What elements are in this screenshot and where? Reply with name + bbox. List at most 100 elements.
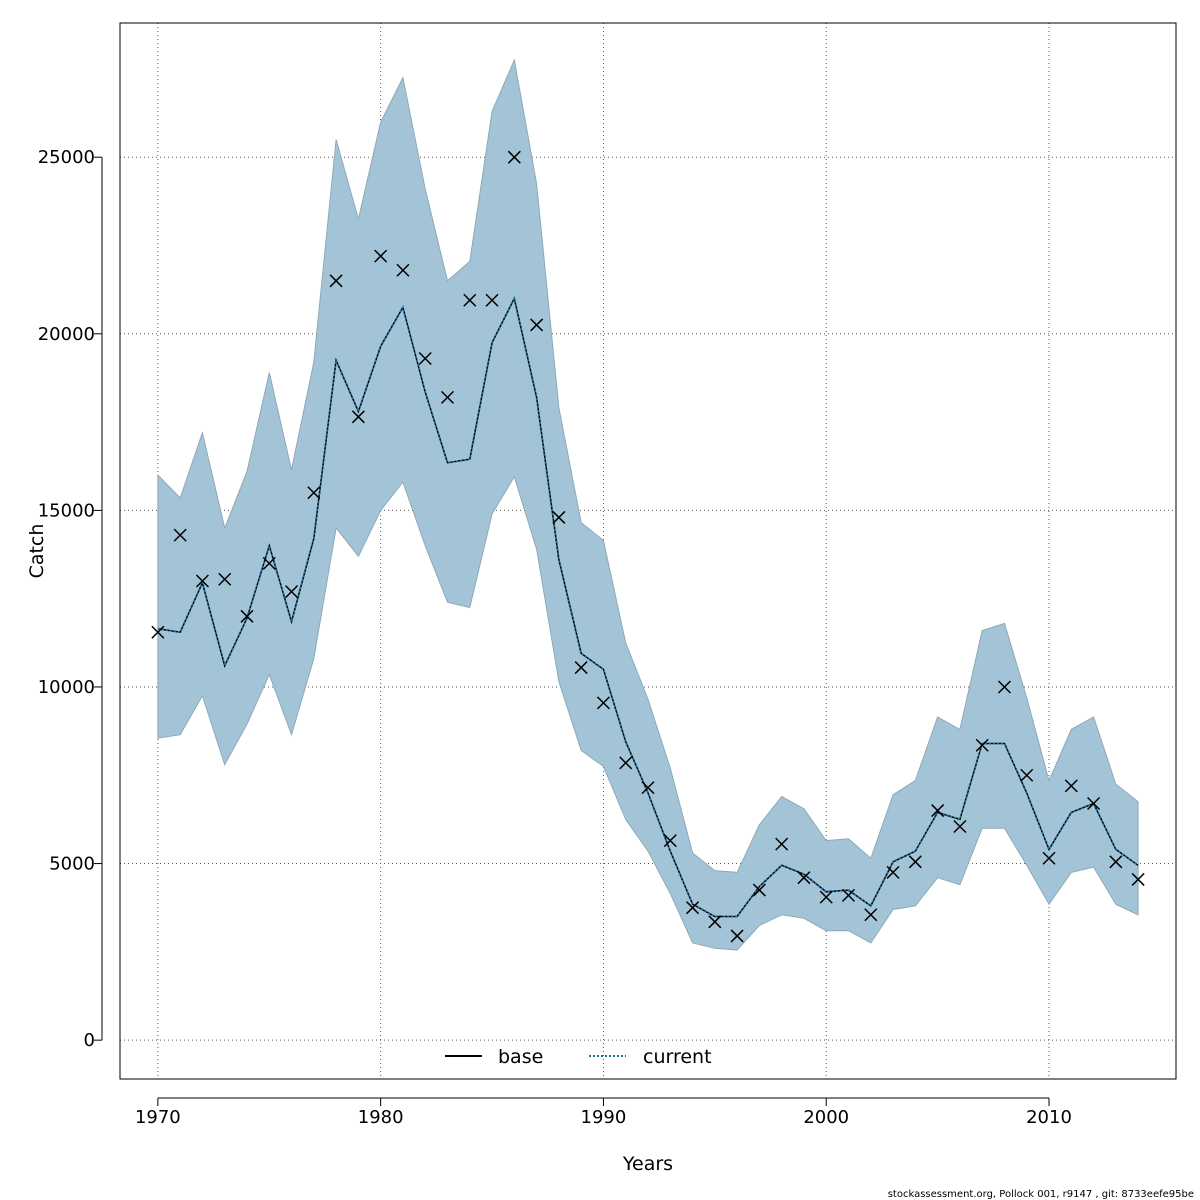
observed-point bbox=[240, 609, 254, 623]
point-stroke bbox=[1020, 768, 1034, 782]
observed-point bbox=[552, 510, 566, 524]
point-stroke bbox=[730, 929, 744, 943]
legend-label-current: current bbox=[643, 1046, 712, 1068]
observed-point bbox=[574, 661, 588, 675]
observed-point bbox=[797, 871, 811, 885]
point-stroke bbox=[708, 915, 722, 929]
point-stroke bbox=[329, 274, 343, 288]
observed-point bbox=[329, 274, 343, 288]
point-stroke bbox=[307, 486, 321, 500]
observed-point bbox=[864, 908, 878, 922]
y-tick-label: 25000 bbox=[38, 147, 95, 168]
point-stroke bbox=[752, 883, 766, 897]
observed-point bbox=[1020, 768, 1034, 782]
y-tick-label: 5000 bbox=[49, 854, 95, 875]
observed-point bbox=[463, 293, 477, 307]
observed-point bbox=[218, 572, 232, 586]
point-stroke bbox=[262, 556, 276, 570]
observed-point bbox=[953, 819, 967, 834]
observed-points bbox=[151, 150, 1145, 943]
point-stroke bbox=[151, 625, 165, 639]
point-stroke bbox=[931, 804, 945, 818]
point-stroke bbox=[351, 410, 365, 424]
point-stroke bbox=[1131, 872, 1145, 886]
point-stroke bbox=[864, 908, 878, 922]
point-stroke bbox=[485, 293, 499, 307]
point-stroke bbox=[797, 871, 811, 885]
observed-point bbox=[997, 680, 1011, 694]
point-stroke bbox=[1109, 855, 1123, 869]
observed-point bbox=[752, 883, 766, 897]
x-tick-label: 1970 bbox=[135, 1107, 181, 1128]
point-stroke bbox=[663, 834, 677, 848]
observed-point bbox=[775, 837, 789, 851]
point-stroke bbox=[596, 696, 610, 710]
observed-point bbox=[819, 890, 833, 904]
point-stroke bbox=[440, 390, 455, 404]
x-axis-title: Years bbox=[622, 1153, 673, 1175]
observed-point bbox=[841, 888, 856, 902]
observed-point bbox=[418, 351, 432, 366]
observed-point bbox=[396, 263, 410, 277]
observed-point bbox=[262, 556, 276, 570]
point-stroke bbox=[574, 661, 588, 675]
observed-point bbox=[931, 804, 945, 818]
observed-point bbox=[1087, 796, 1101, 811]
point-stroke bbox=[552, 510, 566, 524]
observed-point bbox=[663, 834, 677, 848]
point-stroke bbox=[841, 888, 856, 902]
observed-point bbox=[440, 390, 455, 404]
plot-frame bbox=[119, 22, 1177, 1080]
observed-point bbox=[641, 781, 655, 795]
point-stroke bbox=[374, 249, 388, 263]
point-stroke bbox=[775, 837, 789, 851]
observed-point bbox=[195, 574, 209, 588]
observed-point bbox=[975, 738, 989, 752]
point-stroke bbox=[997, 680, 1011, 694]
x-tick-label: 2010 bbox=[1026, 1107, 1072, 1128]
legend-label-base: base bbox=[498, 1046, 543, 1068]
y-axis-title: Catch bbox=[26, 524, 48, 579]
point-stroke bbox=[1087, 796, 1101, 811]
observed-point bbox=[307, 486, 321, 500]
point-stroke bbox=[463, 293, 477, 307]
y-axis: 0 5000 10000 15000 20000 25000 bbox=[38, 147, 103, 1051]
point-stroke bbox=[908, 855, 922, 869]
observed-point bbox=[730, 929, 744, 943]
observed-point bbox=[507, 150, 521, 164]
footer-note: stockassessment.org, Pollock 001, r9147 … bbox=[888, 1189, 1194, 1200]
y-tick-label: 20000 bbox=[38, 324, 95, 345]
legend: base current bbox=[445, 1046, 712, 1068]
point-stroke bbox=[619, 756, 633, 770]
point-stroke bbox=[285, 585, 299, 599]
point-stroke bbox=[641, 781, 655, 795]
point-stroke bbox=[418, 351, 432, 366]
y-tick-label: 0 bbox=[84, 1030, 95, 1051]
point-stroke bbox=[686, 901, 700, 915]
observed-point bbox=[530, 318, 544, 332]
point-stroke bbox=[240, 609, 254, 623]
x-axis: 1970 1980 1990 2000 2010 bbox=[135, 1097, 1072, 1128]
point-stroke bbox=[1042, 851, 1056, 865]
x-tick-label: 2000 bbox=[803, 1107, 849, 1128]
point-stroke bbox=[886, 865, 900, 879]
observed-point bbox=[151, 625, 165, 639]
point-stroke bbox=[218, 572, 232, 586]
observed-point bbox=[596, 696, 610, 710]
x-tick-label: 1990 bbox=[581, 1107, 627, 1128]
point-stroke bbox=[819, 890, 833, 904]
y-tick-label: 15000 bbox=[38, 500, 95, 521]
observed-point bbox=[708, 915, 722, 929]
observed-point bbox=[351, 410, 365, 424]
observed-point bbox=[1109, 855, 1123, 869]
confidence-band bbox=[157, 58, 1139, 951]
observed-point bbox=[1042, 851, 1056, 865]
observed-point bbox=[173, 528, 187, 542]
point-stroke bbox=[173, 528, 187, 542]
point-stroke bbox=[507, 150, 521, 164]
observed-point bbox=[686, 901, 700, 915]
y-tick-label: 10000 bbox=[38, 677, 95, 698]
point-stroke bbox=[195, 574, 209, 588]
observed-point bbox=[374, 249, 388, 263]
